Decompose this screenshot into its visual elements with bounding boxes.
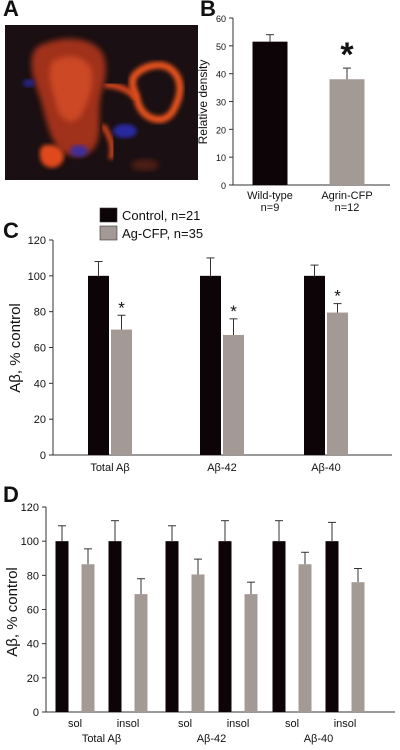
chart-b-y-tick-label: 40	[216, 70, 226, 80]
chart-c-bar	[304, 275, 325, 455]
chart-b-x-tick-label: Agrin-CFP	[321, 190, 372, 202]
chart-d-x-tick-label: sol	[68, 718, 82, 730]
chart-b-bar	[329, 79, 365, 185]
chart-c-legend-swatch	[99, 225, 118, 241]
chart-c-legend-swatch	[99, 207, 118, 223]
chart-c-significance-star: *	[334, 287, 341, 306]
chart-d-bar	[244, 594, 258, 712]
chart-c-y-tick-label: 100	[28, 271, 46, 283]
cell-fragment-dim	[131, 159, 159, 171]
chart-d-bar	[81, 564, 95, 712]
chart-d-bar	[218, 541, 232, 712]
panel-a-letter: A	[3, 0, 19, 21]
chart-b-significance-star: *	[340, 36, 354, 74]
cell-core-red	[49, 56, 93, 122]
chart-d-y-tick-label: 40	[27, 639, 39, 651]
chart-c-bar	[111, 329, 132, 455]
chart-c-x-tick-label: Total Aβ	[90, 462, 129, 474]
chart-c-legend-label: Ag-CFP, n=35	[122, 226, 203, 241]
chart-b-x-tick-label: n=12	[335, 202, 360, 214]
chart-b-y-label: Relative density	[196, 60, 210, 145]
cell-fragment-red	[39, 144, 64, 168]
chart-c-y-tick-label: 40	[34, 378, 46, 390]
chart-c-bar	[327, 312, 348, 455]
chart-d-group-label: Total Aβ	[82, 733, 121, 745]
panel-c-letter: C	[3, 218, 19, 243]
micrograph-image	[5, 25, 198, 180]
micrograph-drawing	[5, 25, 198, 180]
chart-c-y-tick-label: 20	[34, 414, 46, 426]
chart-c-bar	[88, 275, 109, 455]
chart-d-x-tick-label: insol	[334, 718, 357, 730]
chart-d-group-label: Aβ-40	[304, 733, 334, 745]
chart-d-bar	[108, 541, 122, 712]
chart-c-bar	[223, 334, 244, 455]
chart-d-x-tick-label: sol	[178, 718, 192, 730]
chart-c-significance-star: *	[118, 298, 125, 317]
chart-c-y-tick-label: 0	[40, 450, 46, 462]
chart-b-y-tick-label: 30	[216, 98, 226, 108]
chart-b-x-tick-label: Wild-type	[247, 190, 293, 202]
chart-d-bar	[272, 541, 286, 712]
chart-b-bar	[252, 41, 288, 186]
chart-d-bar	[298, 564, 312, 712]
chart-d-y-tick-label: 0	[33, 707, 39, 719]
chart-c-y-tick-label: 120	[28, 235, 46, 247]
nucleus-blue-left	[23, 79, 35, 87]
chart-d-bar	[165, 541, 179, 712]
chart-d-y-tick-label: 80	[27, 570, 39, 582]
chart-d-y-tick-label: 100	[21, 536, 39, 548]
nucleus-blue	[113, 124, 137, 138]
chart-d-bar	[134, 594, 148, 712]
panel-b-letter: B	[200, 0, 216, 21]
chart-c-y-label: Aβ, % control	[7, 303, 24, 393]
chart-c-x-tick-label: Aβ-42	[207, 462, 237, 474]
nucleus-blue-lower	[70, 145, 88, 157]
chart-b-y-tick-label: 10	[216, 153, 226, 163]
chart-b-y-tick-label: 50	[216, 42, 226, 52]
chart-d-x-tick-label: insol	[117, 718, 140, 730]
chart-c-y-tick-label: 60	[34, 343, 46, 355]
chart-b-x-tick-label: n=9	[261, 202, 280, 214]
chart-d-group-label: Aβ-42	[197, 733, 227, 745]
chart-d-x-tick-label: sol	[285, 718, 299, 730]
chart-c-significance-star: *	[230, 302, 237, 321]
chart-d-bar	[325, 541, 339, 712]
process-red	[104, 82, 140, 101]
chart-d-y-tick-label: 20	[27, 673, 39, 685]
chart-d-bar	[55, 541, 69, 712]
chart-b-y-tick-label: 20	[216, 125, 226, 135]
chart-d-bar	[351, 582, 365, 712]
chart-d-x-tick-label: insol	[227, 718, 250, 730]
chart-d-y-tick-label: 60	[27, 605, 39, 617]
chart-c-x-tick-label: Aβ-40	[311, 462, 341, 474]
chart-d-bar	[191, 574, 205, 712]
chart-b-y-tick-label: 60	[216, 14, 226, 24]
chart-d-y-label: Aβ, % control	[4, 567, 21, 657]
chart-c-legend-label: Control, n=21	[122, 208, 200, 223]
chart-c-y-tick-label: 80	[34, 307, 46, 319]
chart-d-y-tick-label: 120	[21, 502, 39, 514]
process-red-lower	[100, 123, 115, 160]
panel-d-letter: D	[3, 482, 19, 507]
chart-c-bar	[200, 275, 221, 455]
chart-b-y-tick-label: 0	[221, 181, 226, 191]
